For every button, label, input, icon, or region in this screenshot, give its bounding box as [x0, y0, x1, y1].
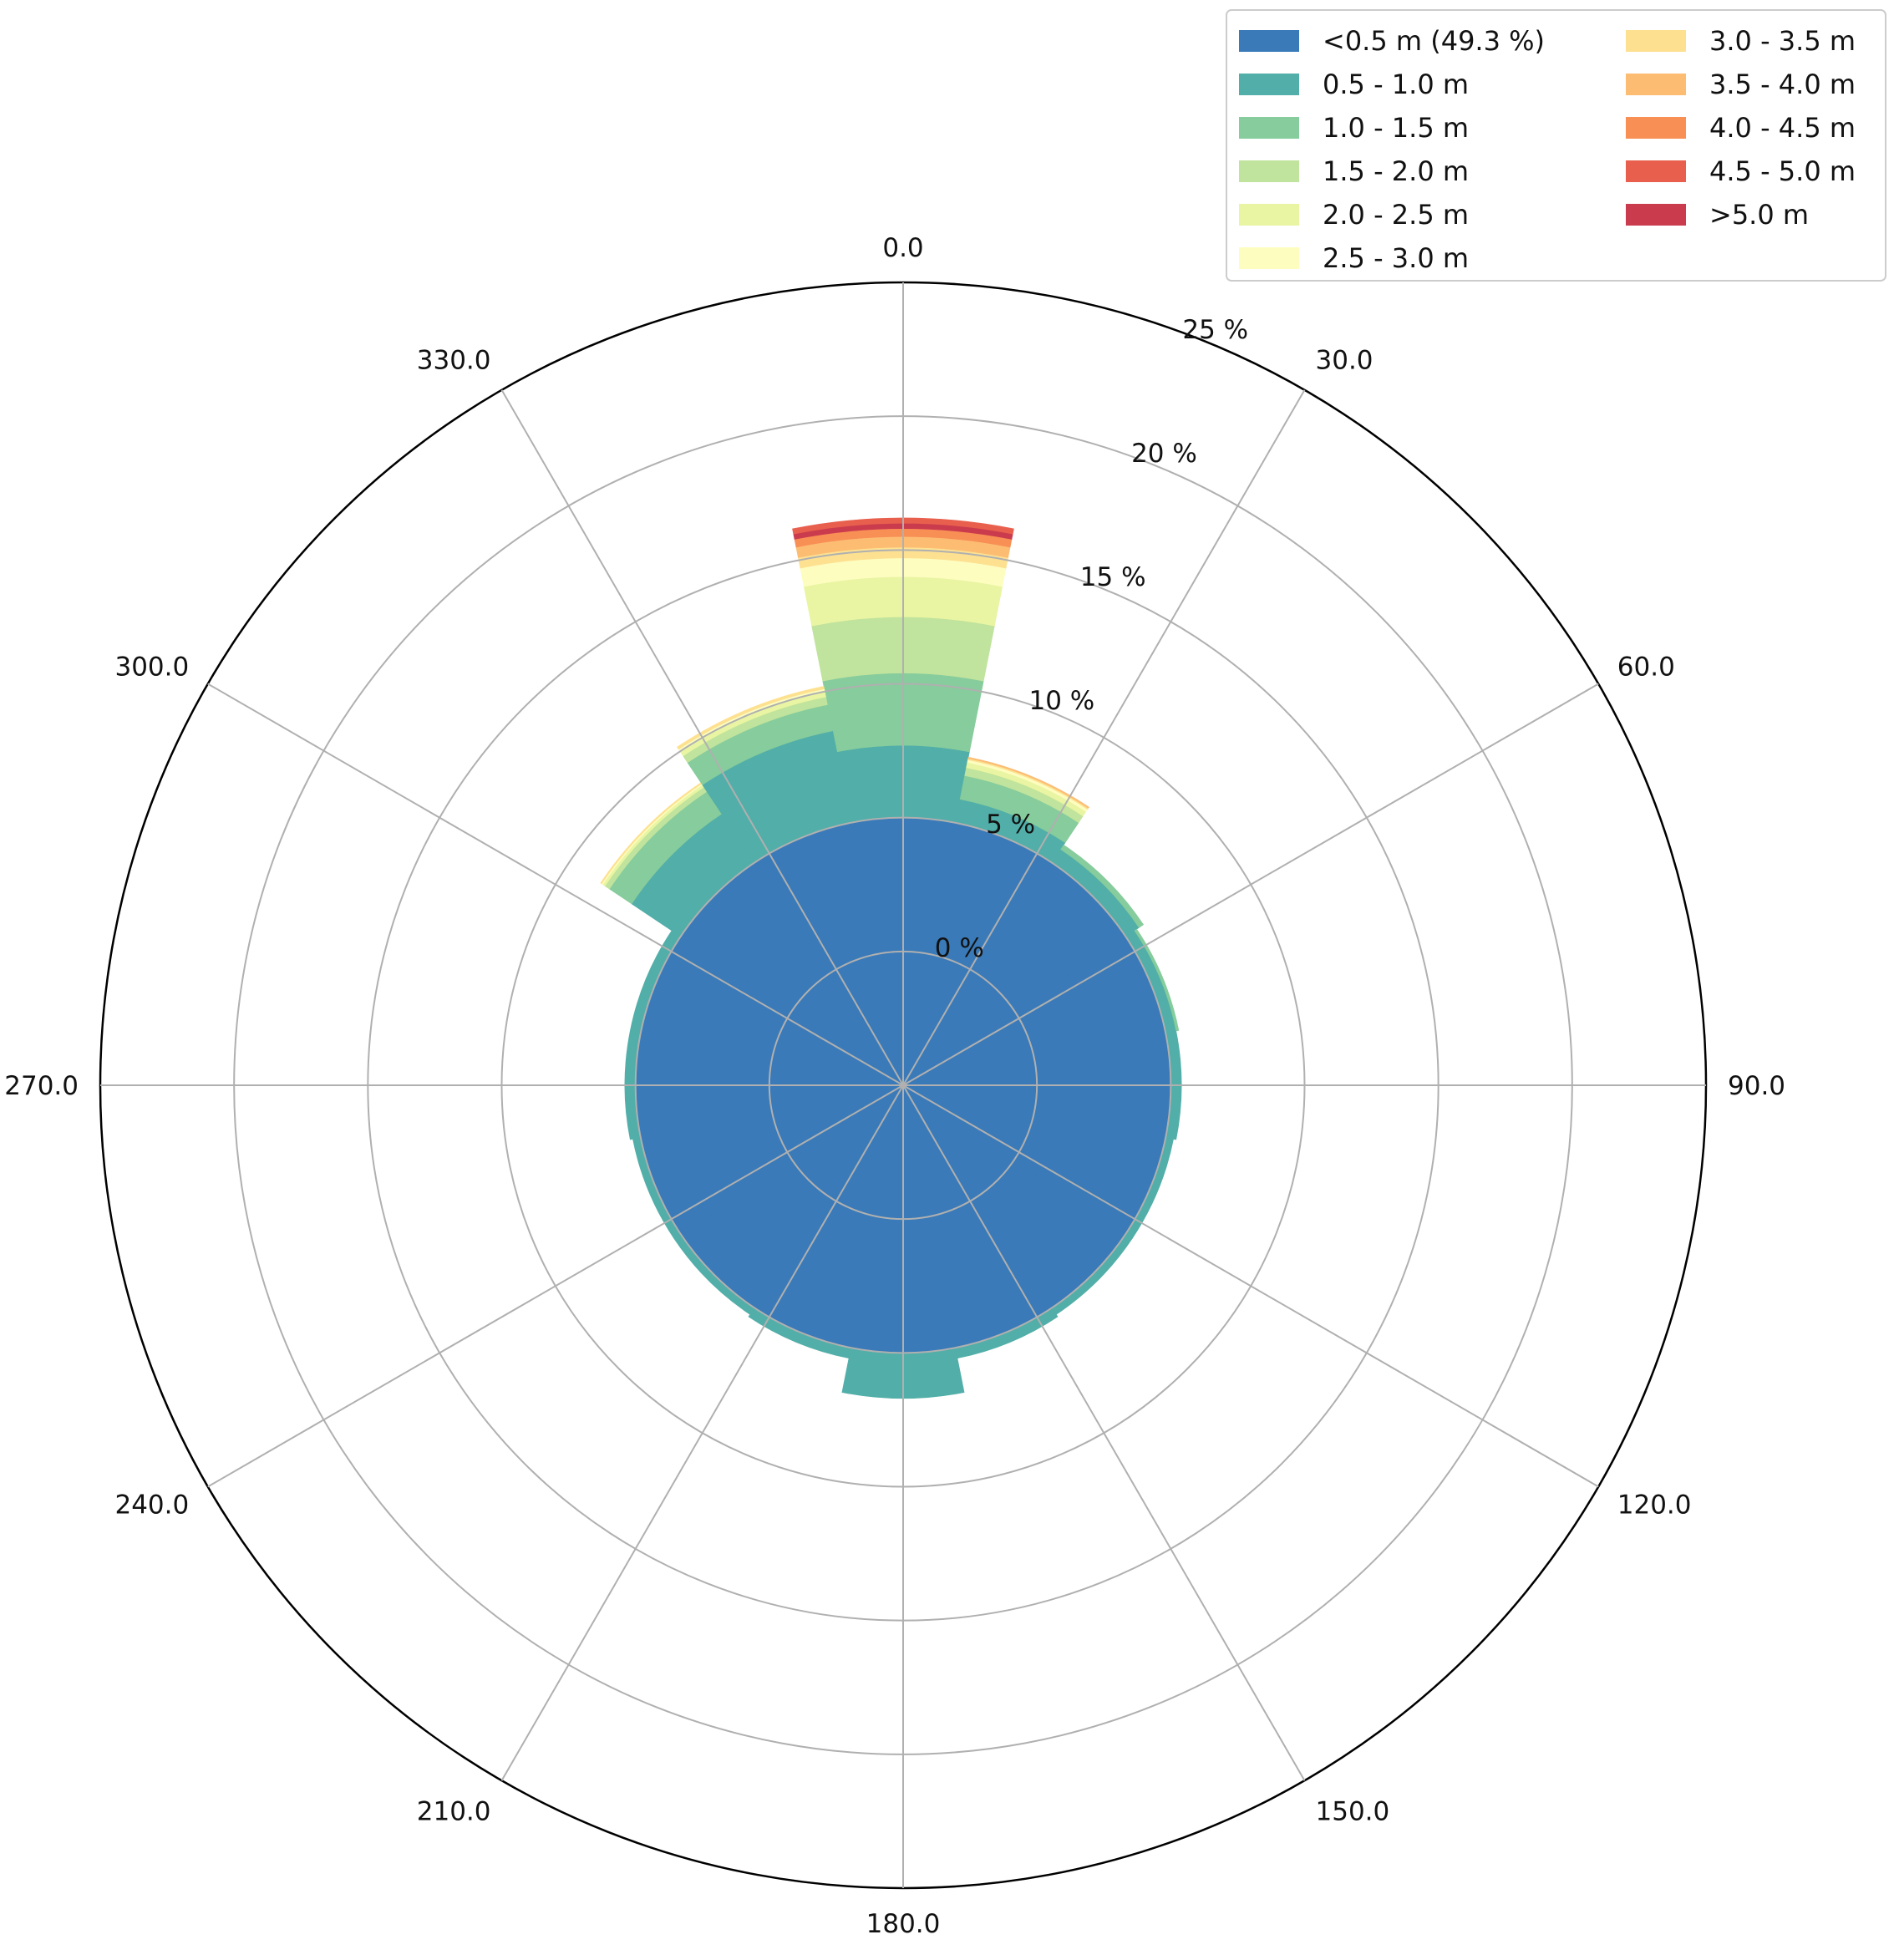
legend-label-7: 3.5 - 4.0 m	[1709, 69, 1856, 100]
legend-label-6: 3.0 - 3.5 m	[1709, 25, 1856, 57]
radial-label-3: 15 %	[1080, 562, 1146, 592]
direction-label-8: 240.0	[114, 1490, 189, 1521]
direction-label-11: 330.0	[417, 345, 491, 375]
sectors-layer	[600, 517, 1182, 1399]
grid-spoke-2	[902, 683, 1599, 1086]
legend-swatch-7	[1626, 74, 1686, 95]
direction-label-3: 90.0	[1728, 1071, 1785, 1101]
legend-label-2: 1.0 - 1.5 m	[1323, 112, 1469, 144]
grid-spoke-8	[207, 1084, 904, 1488]
sector-0-bin-10	[792, 517, 1014, 535]
direction-label-5: 150.0	[1316, 1797, 1390, 1827]
legend-swatch-8	[1626, 117, 1686, 139]
grid-layer	[99, 281, 1708, 1890]
radial-label-2: 10 %	[1028, 686, 1094, 716]
direction-label-4: 120.0	[1617, 1490, 1692, 1521]
grid-spoke-11	[500, 389, 904, 1086]
grid-spoke-4	[902, 1084, 1599, 1488]
radial-label-4: 20 %	[1131, 439, 1197, 469]
direction-label-9: 270.0	[4, 1071, 79, 1101]
legend-label-3: 1.5 - 2.0 m	[1323, 155, 1469, 187]
direction-label-6: 180.0	[866, 1909, 941, 1939]
grid-spoke-7	[500, 1084, 904, 1781]
sector-15-bin-6	[677, 686, 825, 750]
direction-label-2: 60.0	[1617, 652, 1675, 683]
legend-swatch-5	[1239, 247, 1299, 269]
legend-label-0: <0.5 m (49.3 %)	[1323, 25, 1545, 57]
legend-swatch-3	[1239, 160, 1299, 182]
grid-spoke-10	[207, 683, 904, 1086]
legend-swatch-2	[1239, 117, 1299, 139]
legend-label-8: 4.0 - 4.5 m	[1709, 112, 1856, 144]
labels-layer: 0.0 30.0 60.0 90.0 120.0 150.0 180.0 210.0 240.0…	[4, 233, 1785, 1939]
direction-label-10: 300.0	[114, 652, 189, 683]
direction-label-0: 0.0	[882, 233, 923, 263]
legend-box	[1226, 9, 1886, 282]
legend-swatch-1	[1239, 74, 1299, 95]
legend-swatch-0	[1239, 30, 1299, 52]
sector-2-bin-2	[1060, 844, 1145, 928]
legend-label-9: >5.0 m	[1709, 199, 1809, 231]
legend-swatch-9	[1626, 204, 1686, 226]
legend-label-5: 2.5 - 3.0 m	[1323, 242, 1469, 274]
legend-label-10: 4.5 - 5.0 m	[1709, 155, 1856, 187]
legend-swatch-10	[1626, 160, 1686, 182]
radial-label-1: 5 %	[986, 810, 1035, 840]
legend: <0.5 m (49.3 %) 0.5 - 1.0 m 1.0 - 1.5 m 1.5…	[1226, 9, 1886, 282]
legend-label-1: 0.5 - 1.0 m	[1323, 69, 1469, 100]
direction-label-1: 30.0	[1316, 345, 1373, 375]
grid-spoke-1	[902, 389, 1306, 1086]
legend-swatch-4	[1239, 204, 1299, 226]
sector-1-bin-7	[967, 756, 1089, 809]
radial-label-5: 25 %	[1182, 315, 1248, 345]
legend-label-4: 2.0 - 2.5 m	[1323, 199, 1469, 231]
direction-label-7: 210.0	[417, 1797, 491, 1827]
radial-label-0: 0 %	[935, 933, 984, 963]
legend-swatch-6	[1626, 30, 1686, 52]
grid-spoke-5	[902, 1084, 1306, 1781]
